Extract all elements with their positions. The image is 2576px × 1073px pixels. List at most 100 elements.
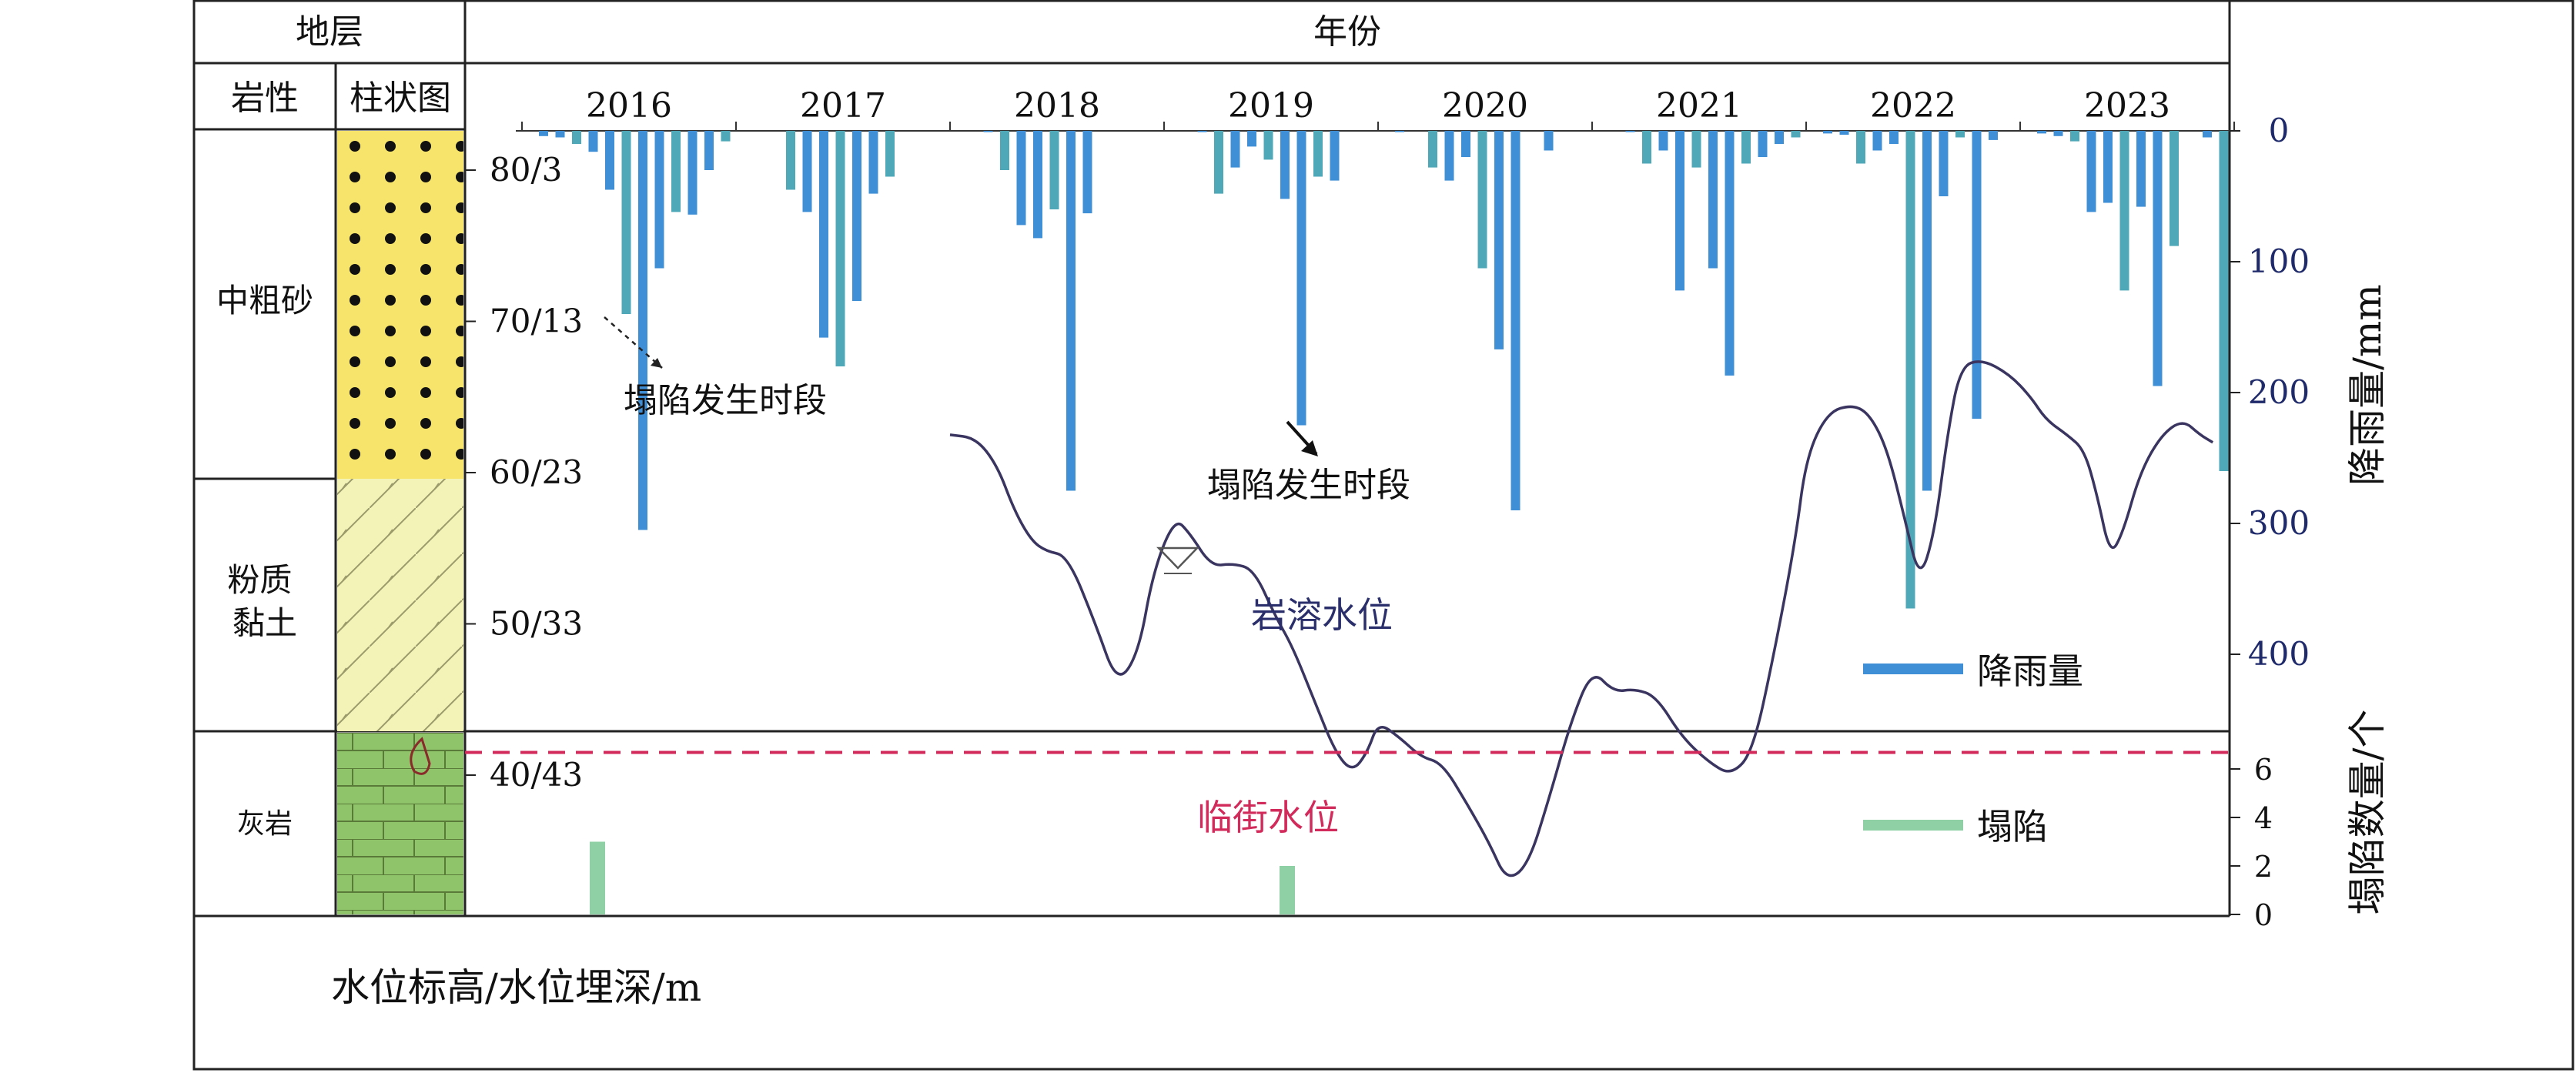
rainfall-bar — [1477, 131, 1487, 269]
rainfall-bar — [1775, 131, 1784, 144]
rainfall-bar — [1000, 131, 1009, 170]
rainfall-bar — [721, 131, 731, 142]
rainfall-bar — [572, 131, 581, 144]
collapse-bars — [590, 841, 1295, 914]
sinkhole-icon — [410, 737, 431, 775]
collapse-bar — [590, 841, 605, 914]
rainfall-bar — [1823, 131, 1832, 134]
annotation-critical-water-level: 临街水位 — [1197, 797, 1339, 838]
rainfall-bar — [1905, 131, 1915, 609]
rainfall-bar — [868, 131, 878, 194]
rainfall-bar — [654, 131, 664, 269]
elev-label: 70/13 — [490, 303, 583, 340]
rainfall-bar — [2153, 131, 2163, 386]
layer-limestone-brick — [337, 733, 463, 914]
rainfall-bar — [2103, 131, 2113, 203]
rainfall-bar — [1049, 131, 1059, 209]
rainfall-bar — [1691, 131, 1701, 168]
legend-collapse-label: 塌陷 — [1977, 806, 2048, 847]
year-label: 2023 — [2084, 86, 2170, 125]
rainfall-bar — [1444, 131, 1454, 181]
rainfall-bar — [802, 131, 812, 212]
rainfall-bar — [555, 131, 565, 138]
right-axis-collapse: 0 2 4 6 — [2230, 753, 2273, 932]
karst-water-level-line — [949, 360, 2214, 877]
rainfall-bar — [2119, 131, 2129, 291]
rainfall-bar — [852, 131, 861, 301]
rainfall-bar — [1839, 131, 1849, 135]
year-label: 2017 — [800, 86, 886, 125]
right-axis-title-collapse: 塌陷数量/个 — [2345, 710, 2390, 915]
rainfall-bar — [2037, 131, 2046, 134]
rainfall-bar — [819, 131, 828, 338]
elev-label: 50/33 — [490, 605, 583, 643]
rainfall-bar — [1625, 131, 1635, 132]
rainfall-bar — [1708, 131, 1718, 269]
right-axis-rainfall: 0 100 200 300 400 — [2230, 112, 2310, 673]
annotation-arrow-1 — [604, 316, 663, 369]
elev-label: 80/3 — [490, 151, 562, 189]
rainfall-bar — [1461, 131, 1470, 157]
rainfall-bar — [1263, 131, 1273, 160]
layer-sand-dots — [337, 131, 463, 479]
rainfall-bar — [2086, 131, 2096, 212]
year-label: 2018 — [1014, 86, 1100, 125]
rain-axis-label: 400 — [2248, 635, 2310, 673]
rainfall-bar — [1230, 131, 1240, 168]
rainfall-bar — [2053, 131, 2063, 136]
elev-label: 60/23 — [490, 453, 583, 491]
rainfall-bar — [1510, 131, 1521, 510]
rainfall-bar — [1989, 131, 1998, 140]
rainfall-bar — [1494, 131, 1504, 349]
rainfall-bar — [1791, 131, 1801, 138]
collapse-axis-label: 4 — [2254, 801, 2273, 835]
rainfall-bar — [2136, 131, 2146, 207]
rainfall-bar — [1544, 131, 1554, 151]
rainfall-bar — [1758, 131, 1768, 157]
rainfall-bar — [1725, 131, 1735, 376]
year-label: 2022 — [1870, 86, 1956, 125]
rainfall-bar — [2219, 131, 2229, 471]
rain-axis-label: 0 — [2269, 112, 2290, 149]
left-axis-ticks: 80/3 70/13 60/23 50/33 40/43 — [465, 151, 583, 794]
collapse-axis-label: 0 — [2254, 898, 2273, 932]
rainfall-bar — [1972, 131, 1982, 419]
rainfall-bar — [1856, 131, 1865, 164]
rainfall-bar — [885, 131, 895, 177]
rainfall-bar — [704, 131, 714, 170]
header-stratum: 地层 — [296, 12, 363, 52]
rainfall-bar — [588, 131, 598, 152]
rain-axis-label: 300 — [2248, 504, 2310, 542]
rainfall-bar — [687, 131, 698, 215]
rain-axis-label: 200 — [2248, 373, 2310, 411]
rainfall-bar — [1313, 131, 1323, 177]
rainfall-bar — [1741, 131, 1751, 164]
lith-clay-label-line2: 黏土 — [233, 604, 297, 642]
rainfall-bar — [1955, 131, 1965, 138]
layer-clay-hatch — [337, 479, 463, 731]
rainfall-bar — [539, 131, 548, 136]
header-year: 年份 — [1313, 12, 1381, 52]
water-level-marker-icon — [1156, 547, 1199, 570]
header-column-chart: 柱状图 — [350, 79, 451, 118]
arrow-head-2-icon — [1301, 440, 1318, 456]
rainfall-bar — [1395, 131, 1404, 132]
annotation-karst-water-level: 岩溶水位 — [1251, 594, 1393, 636]
rainfall-bar — [1675, 131, 1684, 291]
collapse-bar — [1280, 866, 1295, 914]
lith-clay-label: 粉质 黏土 — [227, 561, 302, 642]
year-label: 2021 — [1656, 86, 1742, 125]
rain-axis-label: 100 — [2248, 242, 2310, 280]
rainfall-bars — [539, 131, 2229, 609]
annotation-collapse-period-1: 塌陷发生时段 — [624, 381, 827, 420]
rainfall-bar — [1922, 131, 1932, 491]
rainfall-bar — [1889, 131, 1899, 144]
year-label: 2016 — [586, 86, 672, 125]
year-label: 2020 — [1442, 86, 1528, 125]
rainfall-bar — [1033, 131, 1042, 239]
rainfall-bar — [1428, 131, 1437, 168]
lith-limestone-label: 灰岩 — [237, 808, 293, 840]
rainfall-bar — [1330, 131, 1340, 181]
rainfall-bar — [1296, 131, 1306, 426]
